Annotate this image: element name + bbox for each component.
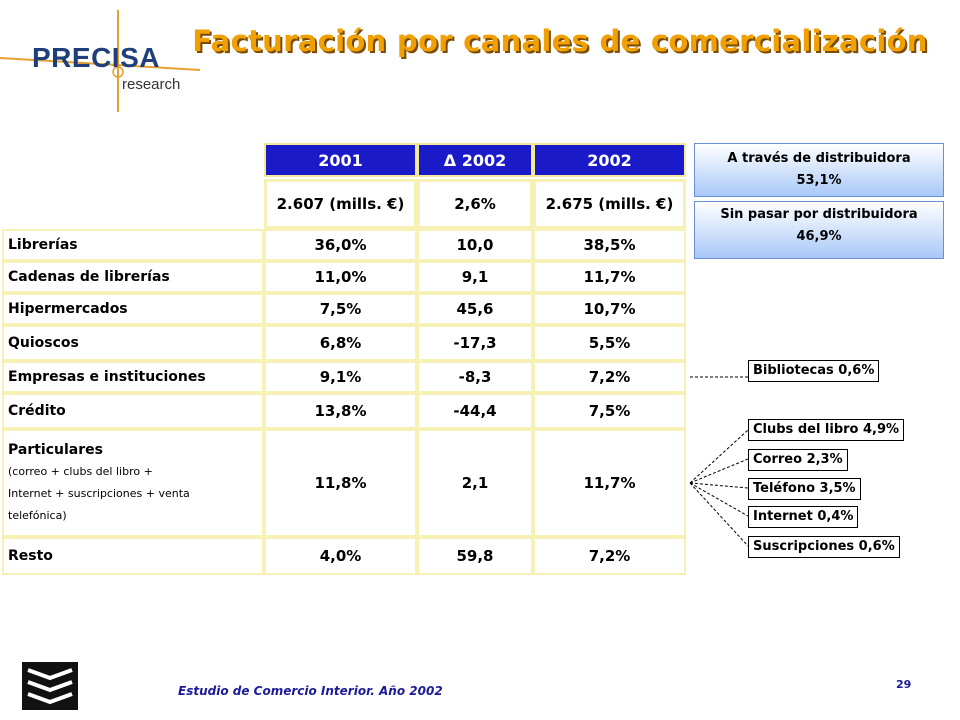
bibliotecas-box: Bibliotecas 0,6% bbox=[748, 360, 880, 382]
cell-2001: 9,1% bbox=[264, 361, 417, 393]
cell-2002: 7,2% bbox=[533, 361, 686, 393]
telefono-box: Teléfono 3,5% bbox=[748, 478, 861, 500]
footer-source: Estudio de Comercio Interior. Año 2002 bbox=[178, 684, 443, 698]
cell-2002: 7,2% bbox=[533, 537, 686, 575]
particulares-note-3: telefónica) bbox=[8, 509, 67, 522]
cell-2002: 11,7% bbox=[533, 261, 686, 293]
row-label-librerias: Librerías bbox=[2, 229, 264, 261]
header-delta-2002: Δ 2002 bbox=[417, 143, 533, 177]
distribution-without-value: 46,9% bbox=[796, 229, 842, 244]
clubs-del-libro-box: Clubs del libro 4,9% bbox=[748, 419, 905, 441]
row-label-quioscos: Quioscos bbox=[2, 325, 264, 361]
subheader-2001-total: 2.607 (mills. €) bbox=[264, 179, 417, 229]
cell-delta: 9,1 bbox=[417, 261, 533, 293]
header-2002: 2002 bbox=[533, 143, 686, 177]
internet-box: Internet 0,4% bbox=[748, 506, 859, 528]
subheader-2002-total: 2.675 (mills. €) bbox=[533, 179, 686, 229]
cell-2001: 6,8% bbox=[264, 325, 417, 361]
cell-2002: 7,5% bbox=[533, 393, 686, 429]
cell-2001: 36,0% bbox=[264, 229, 417, 261]
row-label-credito: Crédito bbox=[2, 393, 264, 429]
suscripciones-box: Suscripciones 0,6% bbox=[748, 536, 900, 558]
cell-delta: 2,1 bbox=[417, 429, 533, 537]
cell-2002: 11,7% bbox=[533, 429, 686, 537]
row-label-resto: Resto bbox=[2, 537, 264, 575]
distribution-without-box: Sin pasar por distribuidora 46,9% bbox=[694, 201, 944, 259]
distribution-without-label: Sin pasar por distribuidora bbox=[720, 207, 918, 222]
cell-2002: 5,5% bbox=[533, 325, 686, 361]
cell-delta: -44,4 bbox=[417, 393, 533, 429]
distribution-with-box: A través de distribuidora 53,1% bbox=[694, 143, 944, 197]
cell-2001: 11,0% bbox=[264, 261, 417, 293]
subheader-delta-total: 2,6% bbox=[417, 179, 533, 229]
cell-2002: 38,5% bbox=[533, 229, 686, 261]
particulares-note-1: (correo + clubs del libro + bbox=[8, 465, 153, 478]
logo-starburst-icon bbox=[0, 10, 200, 112]
particulares-note-2: Internet + suscripciones + venta bbox=[8, 487, 190, 500]
row-label-particulares: Particulares (correo + clubs del libro +… bbox=[2, 429, 264, 537]
page-title: Facturación por canales de comercializac… bbox=[192, 24, 928, 58]
header-2001: 2001 bbox=[264, 143, 417, 177]
cell-delta: 10,0 bbox=[417, 229, 533, 261]
precisa-logo: PRECISA research bbox=[0, 0, 200, 120]
cell-delta: 59,8 bbox=[417, 537, 533, 575]
distribution-with-label: A través de distribuidora bbox=[727, 151, 911, 166]
distribution-with-value: 53,1% bbox=[796, 173, 842, 188]
row-label-empresas: Empresas e instituciones bbox=[2, 361, 264, 393]
cell-2001: 4,0% bbox=[264, 537, 417, 575]
page-number: 29 bbox=[896, 678, 912, 691]
logo-subtitle: research bbox=[122, 76, 181, 93]
correo-box: Correo 2,3% bbox=[748, 449, 848, 471]
logo-wordmark: PRECISA bbox=[32, 42, 160, 73]
cell-delta: -17,3 bbox=[417, 325, 533, 361]
row-label-cadenas: Cadenas de librerías bbox=[2, 261, 264, 293]
particulares-title: Particulares bbox=[8, 442, 103, 458]
cell-2001: 13,8% bbox=[264, 393, 417, 429]
cell-delta: 45,6 bbox=[417, 293, 533, 325]
ministry-emblem-icon bbox=[22, 662, 78, 710]
cell-2002: 10,7% bbox=[533, 293, 686, 325]
cell-2001: 11,8% bbox=[264, 429, 417, 537]
cell-delta: -8,3 bbox=[417, 361, 533, 393]
row-label-hipermercados: Hipermercados bbox=[2, 293, 264, 325]
cell-2001: 7,5% bbox=[264, 293, 417, 325]
